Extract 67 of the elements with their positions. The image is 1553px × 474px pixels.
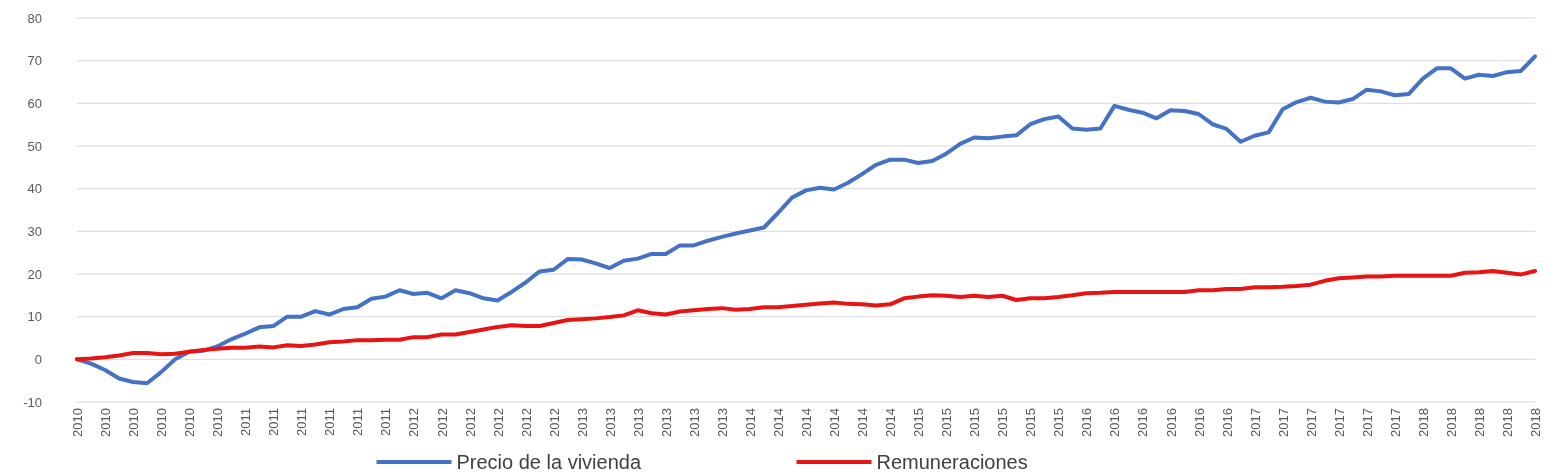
y-tick-label: -10 (23, 394, 42, 410)
x-tick-label: 2016 (1107, 408, 1123, 437)
x-tick-label: 2014 (883, 408, 899, 437)
y-tick-label: 50 (27, 138, 42, 154)
x-tick-label: 2012 (490, 408, 506, 437)
x-tick-label: 2011 (350, 408, 366, 436)
x-tick-label: 2010 (210, 408, 226, 437)
x-tick-label: 2011 (266, 408, 282, 436)
x-tick-label: 2013 (630, 408, 646, 437)
x-tick-label: 2018 (1528, 408, 1543, 437)
y-tick-label: 70 (27, 53, 42, 69)
y-tick-label: 10 (27, 309, 42, 325)
x-tick-label: 2015 (995, 408, 1011, 437)
x-tick-label: 2018 (1443, 408, 1459, 437)
line-series (75, 269, 1537, 362)
x-tick-label: 2015 (939, 408, 955, 437)
x-tick-label: 2010 (126, 408, 142, 437)
x-tick-label: 2011 (294, 408, 310, 436)
x-tick-label: 2016 (1135, 408, 1151, 437)
x-tick-label: 2014 (770, 408, 786, 437)
x-tick-label: 2015 (1023, 408, 1039, 437)
x-tick-label: 2010 (182, 408, 198, 437)
y-tick-label: 60 (27, 95, 42, 111)
y-tick-label: 0 (34, 351, 42, 367)
legend-label: Precio de la vivienda (456, 451, 642, 473)
x-tick-label: 2017 (1247, 408, 1263, 437)
x-tick-label: 2016 (1191, 408, 1207, 437)
x-tick-label: 2018 (1499, 408, 1515, 437)
x-tick-label: 2014 (742, 408, 758, 437)
x-tick-label: 2010 (154, 408, 170, 437)
y-tick-label: 20 (27, 266, 42, 282)
x-tick-label: 2012 (434, 408, 450, 437)
x-tick-label: 2018 (1415, 408, 1431, 437)
x-tick-label: 2016 (1079, 408, 1095, 437)
x-tick-label: 2017 (1275, 408, 1291, 437)
y-tick-label: 40 (27, 181, 42, 197)
x-tick-label: 2015 (967, 408, 983, 437)
x-tick-label: 2014 (855, 408, 871, 437)
x-tick-label: 2017 (1331, 408, 1347, 437)
legend-label: Remuneraciones (876, 451, 1028, 473)
x-tick-label: 2012 (546, 408, 562, 437)
x-tick-label: 2011 (378, 408, 394, 436)
x-tick-label: 2012 (462, 408, 478, 437)
x-tick-label: 2017 (1359, 408, 1375, 437)
x-tick-label: 2013 (714, 408, 730, 437)
x-tick-label: 2012 (406, 408, 422, 437)
x-tick-label: 2013 (574, 408, 590, 437)
y-tick-label: 30 (27, 223, 42, 239)
x-tick-label: 2011 (322, 408, 338, 436)
x-tick-label: 2013 (686, 408, 702, 437)
x-tick-label: 2011 (238, 408, 254, 436)
x-tick-label: 2018 (1471, 408, 1487, 437)
x-tick-label: 2017 (1387, 408, 1403, 437)
x-tick-label: 2013 (658, 408, 674, 437)
x-tick-label: 2014 (827, 408, 843, 437)
x-tick-label: 2016 (1163, 408, 1179, 437)
x-tick-label: 2016 (1219, 408, 1235, 437)
x-tick-label: 2015 (1051, 408, 1067, 437)
x-tick-label: 2014 (799, 408, 814, 437)
x-tick-label: 2010 (70, 408, 85, 437)
y-tick-label: 80 (27, 10, 42, 26)
x-tick-label: 2015 (911, 408, 927, 437)
x-tick-label: 2017 (1303, 408, 1319, 437)
line-series (75, 54, 1537, 386)
x-tick-label: 2012 (518, 408, 534, 437)
x-tick-label: 2013 (602, 408, 618, 437)
x-tick-label: 2010 (98, 408, 114, 437)
